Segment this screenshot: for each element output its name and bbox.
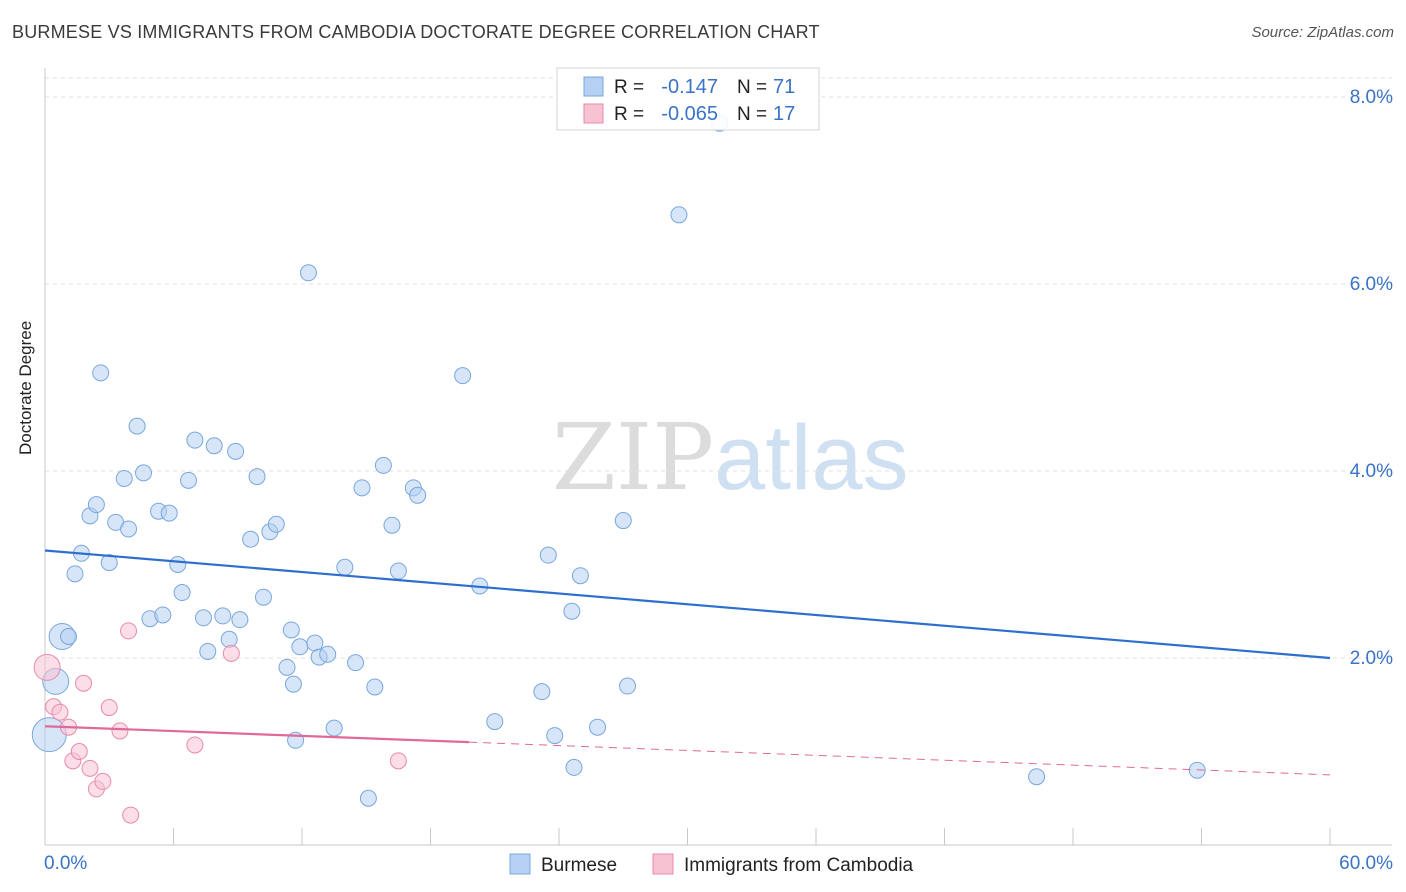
burmese-point <box>306 634 324 652</box>
burmese-point <box>115 469 133 487</box>
cambodia-point <box>122 806 140 824</box>
cambodia-point <box>222 644 240 662</box>
cambodia-point <box>111 722 129 740</box>
burmese-point <box>571 567 589 585</box>
burmese-point <box>563 602 581 620</box>
burmese-point <box>214 607 232 625</box>
burmese-point <box>284 675 302 693</box>
burmese-point <box>454 367 472 385</box>
burmese-point <box>169 556 187 573</box>
burmese-point <box>409 486 427 504</box>
burmese-point <box>383 516 401 534</box>
burmese-point <box>389 562 407 580</box>
legend-swatch-blue <box>583 76 604 97</box>
burmese-point <box>254 588 272 606</box>
burmese-point <box>539 546 557 564</box>
cambodia-trendline-extension <box>469 741 1331 776</box>
legend-r-value: -0.147 <box>661 76 718 98</box>
burmese-point <box>291 638 309 656</box>
cambodia-point <box>70 743 88 760</box>
cambodia-point <box>186 736 204 754</box>
burmese-point <box>87 496 105 514</box>
y-tick-label: 4.0% <box>1350 461 1393 482</box>
legend-n-value: 71 <box>773 76 795 98</box>
burmese-point <box>220 630 238 648</box>
y-tick-label: 8.0% <box>1350 87 1393 108</box>
burmese-point <box>319 645 337 663</box>
burmese-point <box>614 512 632 530</box>
burmese-point <box>374 456 392 474</box>
burmese-point <box>533 683 551 701</box>
burmese-point <box>227 442 245 460</box>
burmese-point <box>242 530 260 548</box>
cambodia-point <box>33 653 61 681</box>
legend-n-value: 17 <box>773 103 795 125</box>
burmese-point <box>194 609 212 627</box>
burmese-point <box>353 479 371 497</box>
cambodia-point <box>120 622 138 640</box>
cambodia-point <box>75 674 93 692</box>
burmese-point <box>486 713 504 731</box>
burmese-point <box>267 515 285 533</box>
chart-title: BURMESE VS IMMIGRANTS FROM CAMBODIA DOCT… <box>12 22 820 42</box>
burmese-point <box>31 717 67 753</box>
burmese-point <box>565 758 583 776</box>
bottom-legend-swatch-pink <box>652 853 674 875</box>
legend-swatch-pink <box>583 103 604 124</box>
cambodia-point <box>94 772 112 790</box>
bottom-legend-label-pink: Immigrants from Cambodia <box>684 855 914 876</box>
burmese-point <box>179 471 197 489</box>
burmese-point <box>282 621 300 639</box>
burmese-point <box>135 464 153 482</box>
burmese-point <box>546 727 564 745</box>
burmese-point <box>231 611 249 629</box>
legend-r-value: -0.065 <box>661 103 718 125</box>
burmese-point <box>120 520 138 538</box>
bottom-legend-swatch-blue <box>509 853 531 875</box>
bottom-legend-label-blue: Burmese <box>541 855 617 876</box>
burmese-point <box>205 437 223 455</box>
y-tick-label: 2.0% <box>1350 648 1393 669</box>
cambodia-point <box>81 759 99 777</box>
burmese-point <box>1028 768 1046 786</box>
legend-n-label: N = <box>737 77 767 98</box>
burmese-point <box>325 719 343 737</box>
burmese-point <box>92 364 110 382</box>
cambodia-point <box>100 699 118 717</box>
legend-r-label: R = <box>614 77 644 98</box>
burmese-point <box>336 558 354 576</box>
x-tick-label-max: 60.0% <box>1339 853 1393 874</box>
burmese-point <box>186 431 204 449</box>
burmese-point <box>619 677 637 695</box>
burmese-point <box>66 565 84 583</box>
burmese-point <box>128 417 146 435</box>
burmese-point <box>589 718 607 736</box>
burmese-point <box>248 468 266 486</box>
source-label: Source: ZipAtlas.com <box>1251 24 1394 41</box>
burmese-trendline <box>44 549 1331 660</box>
burmese-point <box>670 206 688 224</box>
burmese-point <box>154 606 172 624</box>
burmese-point <box>359 789 377 807</box>
cambodia-point <box>389 752 407 770</box>
burmese-point <box>173 584 191 602</box>
burmese-point <box>100 554 118 572</box>
burmese-point <box>60 627 78 645</box>
legend-n-label: N = <box>737 104 767 125</box>
burmese-point <box>347 654 365 672</box>
burmese-point <box>366 678 384 696</box>
x-tick-label-min: 0.0% <box>44 853 87 874</box>
cambodia-trendline <box>44 725 470 744</box>
burmese-point <box>199 642 217 660</box>
burmese-point <box>299 264 317 282</box>
cambodia-point <box>51 703 69 721</box>
y-tick-label: 6.0% <box>1350 274 1393 295</box>
legend-r-label: R = <box>614 104 644 125</box>
burmese-point <box>278 658 296 676</box>
burmese-point <box>160 504 178 522</box>
